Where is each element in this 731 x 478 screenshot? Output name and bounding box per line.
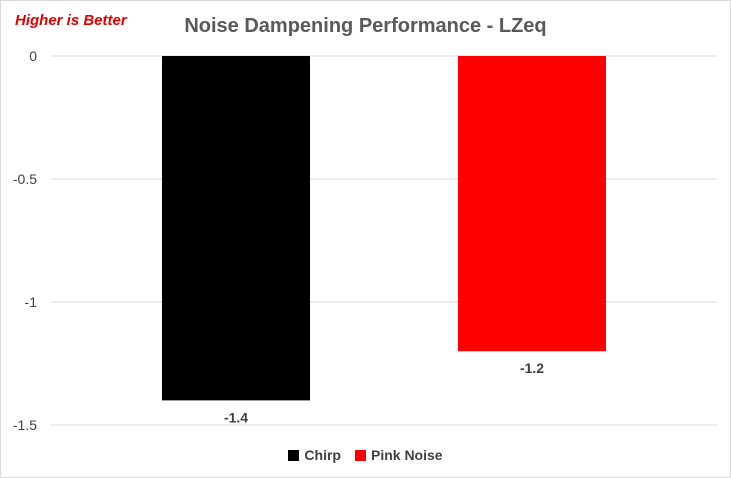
legend-item-pink-noise: Pink Noise xyxy=(354,447,443,463)
higher-is-better-note: Higher is Better xyxy=(15,12,127,29)
y-tick-label: -1.5 xyxy=(13,417,37,433)
y-tick-label: -0.5 xyxy=(13,171,37,187)
y-tick-label: -1 xyxy=(25,294,38,310)
data-label: -1.4 xyxy=(224,409,248,425)
bar-chirp xyxy=(162,56,310,401)
legend-swatch-chirp xyxy=(288,449,300,461)
data-label: -1.2 xyxy=(520,360,544,376)
legend-label-chirp: Chirp xyxy=(304,447,341,463)
legend-label-pink-noise: Pink Noise xyxy=(370,447,443,463)
y-tick-label: 0 xyxy=(29,48,37,64)
legend-swatch-pink-noise xyxy=(354,449,366,461)
bar-pink-noise xyxy=(458,56,606,352)
legend-item-chirp: Chirp xyxy=(288,447,341,463)
legend: Chirp Pink Noise xyxy=(1,447,730,463)
chart-title: Noise Dampening Performance - LZeq xyxy=(184,15,547,37)
